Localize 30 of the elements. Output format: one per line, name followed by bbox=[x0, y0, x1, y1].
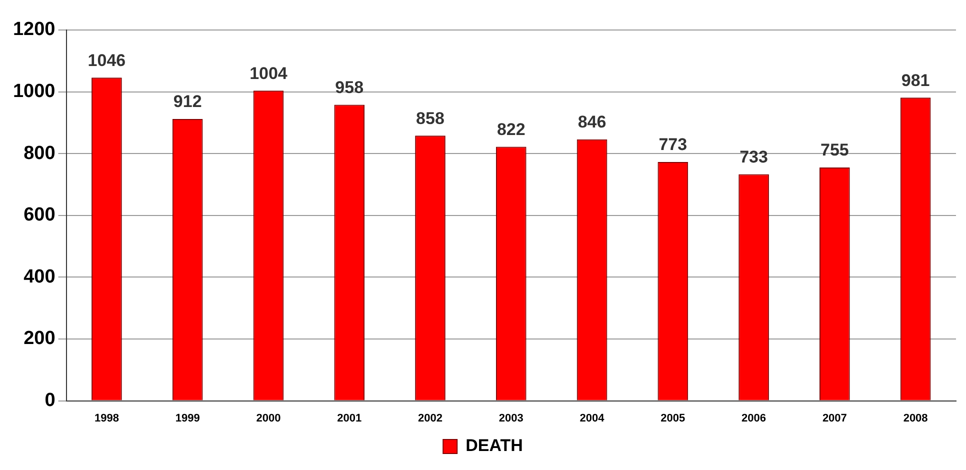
x-tick-label: 2005 bbox=[660, 412, 686, 424]
data-label: 912 bbox=[173, 92, 202, 112]
y-tick-label: 800 bbox=[24, 142, 56, 164]
x-tick-label: 2007 bbox=[822, 412, 847, 424]
y-tick-label: 400 bbox=[24, 266, 56, 288]
data-label: 755 bbox=[820, 140, 849, 160]
y-tick-label: 200 bbox=[24, 328, 56, 350]
x-tick-label: 1998 bbox=[94, 412, 119, 424]
x-tick-label: 1999 bbox=[175, 412, 200, 424]
x-tick-label: 2003 bbox=[498, 412, 524, 424]
y-tick-label: 0 bbox=[44, 390, 56, 412]
x-tick-label: 2008 bbox=[903, 412, 928, 424]
data-label: 773 bbox=[658, 135, 688, 154]
data-label: 981 bbox=[901, 70, 930, 90]
data-label: 958 bbox=[335, 78, 364, 97]
data-label: 858 bbox=[416, 108, 444, 128]
x-tick-label: 2000 bbox=[256, 412, 281, 424]
x-tick-label: 2004 bbox=[580, 412, 606, 424]
legend-label: DEATH bbox=[466, 436, 523, 456]
data-label: 846 bbox=[578, 112, 606, 132]
data-label: 733 bbox=[740, 147, 768, 166]
data-label: 822 bbox=[496, 120, 526, 139]
x-tick-label: 2001 bbox=[337, 412, 362, 424]
x-tick-label: 2006 bbox=[742, 412, 766, 424]
x-tick-label: 2002 bbox=[418, 412, 442, 424]
y-tick-label: 1200 bbox=[12, 19, 56, 40]
data-label: 1004 bbox=[250, 64, 288, 83]
y-tick-label: 600 bbox=[24, 204, 56, 226]
y-tick-label: 1000 bbox=[12, 81, 56, 102]
data-label: 1046 bbox=[88, 50, 126, 70]
